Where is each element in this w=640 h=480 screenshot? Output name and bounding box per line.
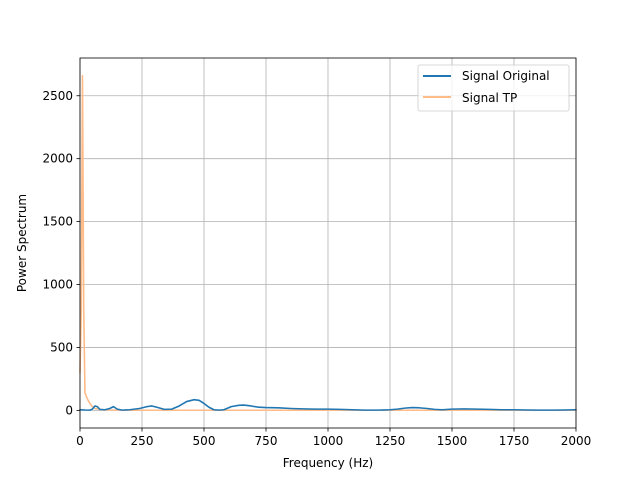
x-tick-label: 1500 [437, 434, 468, 448]
series-lines [79, 74, 577, 412]
x-axis-ticks: 0 250 500 750 1000 1250 1500 1750 2000 [76, 428, 591, 448]
series-line-signal-original [79, 398, 577, 411]
legend: Signal Original Signal TP [417, 64, 570, 112]
x-tick-label: 0 [76, 434, 84, 448]
y-tick-label: 2500 [42, 89, 73, 103]
x-tick-label: 250 [131, 434, 154, 448]
y-axis-ticks: 0 500 1000 1500 2000 2500 [42, 89, 80, 417]
x-tick-label: 500 [193, 434, 216, 448]
legend-label-signal-tp: Signal TP [462, 91, 517, 105]
x-tick-label: 750 [255, 434, 278, 448]
x-tick-label: 1250 [375, 434, 406, 448]
y-tick-label: 0 [65, 403, 73, 417]
x-tick-label: 1750 [499, 434, 530, 448]
x-tick-label: 1000 [313, 434, 344, 448]
y-tick-label: 1500 [42, 215, 73, 229]
legend-label-signal-original: Signal Original [462, 69, 550, 83]
x-tick-label: 2000 [561, 434, 592, 448]
legend-box [417, 64, 570, 112]
y-axis-label: Power Spectrum [15, 194, 29, 292]
y-tick-label: 2000 [42, 152, 73, 166]
y-tick-label: 500 [50, 340, 73, 354]
x-axis-label: Frequency (Hz) [283, 456, 374, 470]
y-tick-label: 1000 [42, 278, 73, 292]
